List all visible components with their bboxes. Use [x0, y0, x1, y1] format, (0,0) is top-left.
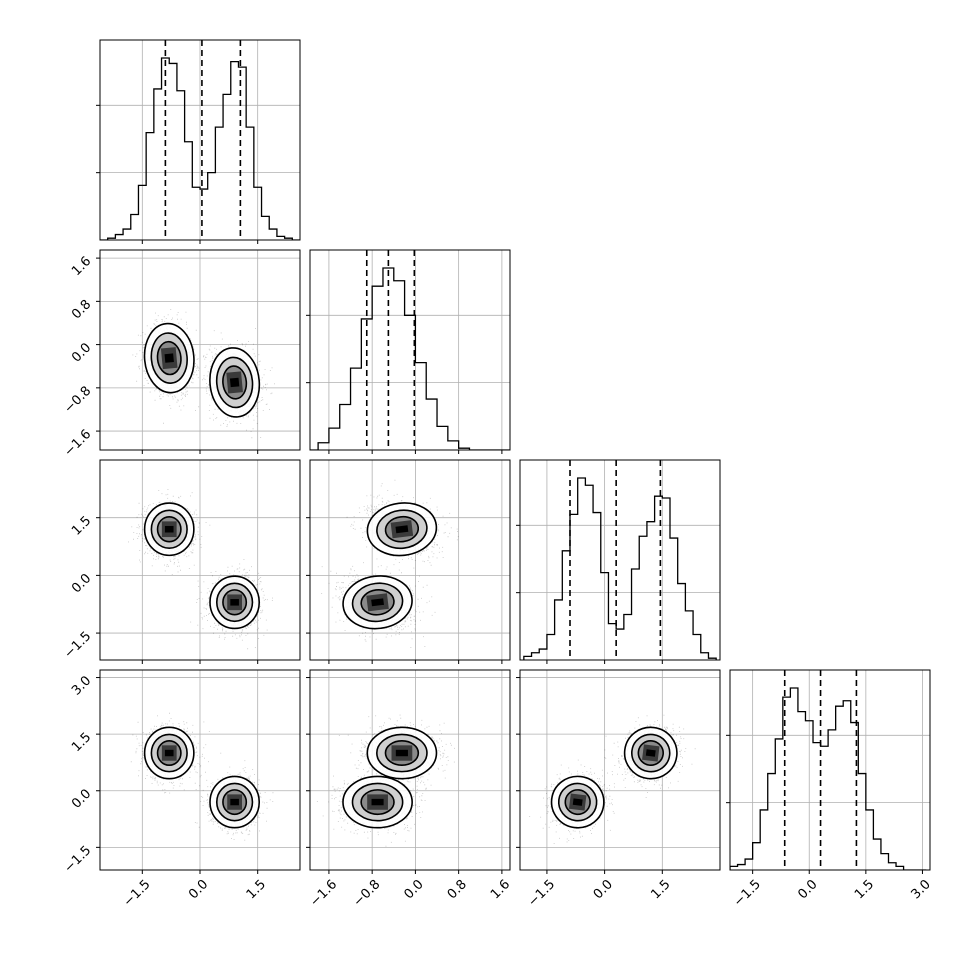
panel-frame — [519, 459, 721, 661]
x-tick-label: 0.0 — [591, 877, 616, 902]
scatter-points — [529, 714, 696, 844]
panel-3-1 — [306, 669, 511, 874]
y-tick-label: −1.5 — [61, 843, 94, 876]
panel-frame — [729, 669, 931, 871]
panel-frame — [519, 669, 721, 871]
y-tick-label: 0.8 — [69, 297, 94, 322]
sample-points — [529, 714, 696, 844]
density-peak — [230, 798, 239, 806]
density-peak — [371, 598, 384, 607]
panel-1-1 — [306, 249, 511, 454]
mode-1 — [209, 775, 261, 829]
histogram-1 — [310, 267, 510, 450]
x-tick-label: −0.8 — [351, 877, 384, 910]
density-peak — [645, 749, 656, 757]
y-tick-label: 0.0 — [69, 340, 94, 365]
y-tick-label: −1.6 — [61, 427, 94, 460]
mode-0 — [366, 726, 438, 780]
panel-0-0 — [96, 39, 301, 244]
x-tick-label: −1.5 — [525, 877, 558, 910]
density-peak — [230, 599, 239, 606]
panel-frame — [309, 459, 511, 661]
density-peak — [229, 377, 240, 388]
panel-2-1 — [306, 459, 511, 664]
panel-3-3 — [726, 669, 931, 874]
y-tick-label: −0.8 — [61, 384, 94, 417]
mode-0 — [143, 502, 195, 557]
x-tick-label: 1.5 — [244, 877, 269, 902]
mode-1 — [550, 775, 605, 829]
panel-frame — [309, 669, 511, 871]
x-tick-label: 1.6 — [488, 877, 513, 902]
mode-0 — [143, 322, 195, 394]
histogram-3 — [730, 687, 927, 870]
x-tick-label: 0.0 — [186, 877, 211, 902]
mode-1 — [342, 775, 413, 829]
mode-0 — [623, 726, 678, 780]
panel-2-2 — [516, 459, 721, 664]
panel-frame — [309, 249, 511, 451]
density-peak — [572, 798, 583, 806]
x-tick-label: −1.5 — [121, 877, 154, 910]
density-peak — [164, 749, 174, 757]
mode-1 — [209, 575, 261, 630]
mode-1 — [342, 575, 413, 630]
x-tick-label: 0.8 — [445, 877, 470, 902]
x-tick-label: −1.6 — [307, 877, 340, 910]
y-tick-label: 1.6 — [69, 254, 94, 279]
y-tick-label: 0.0 — [69, 787, 94, 812]
panel-2-0 — [96, 459, 301, 664]
sample-points — [130, 712, 274, 841]
mode-0 — [143, 726, 195, 780]
panel-3-2 — [516, 669, 721, 874]
x-tick-label: −1.5 — [731, 877, 764, 910]
y-tick-label: −1.5 — [61, 629, 94, 662]
x-tick-label: 1.5 — [852, 877, 877, 902]
y-tick-label: 3.0 — [69, 673, 94, 698]
x-tick-label: 1.5 — [648, 877, 673, 902]
density-peak — [395, 525, 409, 534]
scatter-points — [130, 712, 274, 841]
histogram-2 — [523, 477, 717, 660]
mode-0 — [366, 502, 438, 557]
density-peak — [395, 749, 408, 757]
panel-1-0 — [96, 249, 301, 454]
y-tick-label: 0.0 — [69, 571, 94, 596]
x-tick-label: 3.0 — [909, 877, 934, 902]
density-peak — [371, 798, 384, 806]
y-tick-label: 1.5 — [69, 513, 94, 538]
y-tick-label: 1.5 — [69, 730, 94, 755]
histogram-0 — [100, 57, 300, 240]
x-tick-label: 0.0 — [795, 877, 820, 902]
panel-3-0 — [96, 669, 301, 874]
mode-1 — [209, 347, 261, 418]
x-tick-label: 0.0 — [401, 877, 426, 902]
density-peak — [164, 525, 174, 533]
density-peak — [164, 353, 174, 363]
